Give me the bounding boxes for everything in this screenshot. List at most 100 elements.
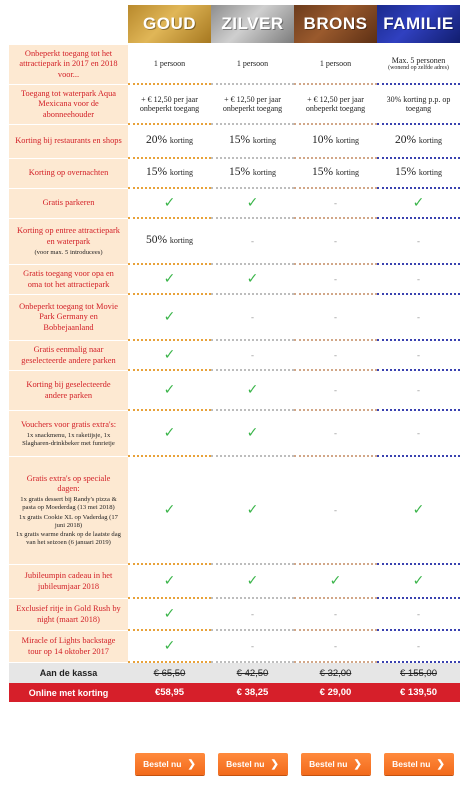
feature-label-text: Korting bij restaurants en shops (15, 136, 122, 146)
feature-label-text: Gratis extra's op speciale dagen: (26, 473, 111, 493)
feature-label-sub: 1x gratis warme drank op de laatste dag … (16, 531, 121, 547)
check-icon: ✓ (163, 194, 176, 211)
discount-suffix: korting (169, 168, 194, 178)
tier-cell: - (294, 631, 377, 663)
tier-cell: 30% korting p.p. op toegang (377, 85, 460, 125)
tier-cell: ✓ (211, 457, 294, 565)
discount-suffix: korting (335, 136, 360, 146)
bestel-nu-button-familie[interactable]: Bestel nu ❯ (383, 753, 454, 775)
tier-cell: 10% korting (294, 125, 377, 159)
dash-icon: - (334, 311, 337, 322)
check-icon: ✓ (163, 637, 176, 654)
feature-label: Korting op overnachten (9, 159, 128, 189)
tier-cell: Max. 5 personen (wonend op zelfde adres) (377, 45, 460, 85)
kassa-price: € 155,00 (377, 663, 460, 683)
dash-icon: - (334, 235, 337, 246)
tier-cell: ✓ (128, 371, 211, 411)
feature-label-text: Onbeperkt toegang tot het attractiepark … (19, 49, 118, 79)
discount-pct: 15% (311, 166, 334, 179)
tier-cell: ✓ (377, 457, 460, 565)
dash-icon: - (417, 384, 420, 395)
check-icon: ✓ (246, 270, 259, 287)
online-price: €58,95 (128, 683, 211, 702)
feature-label: Onbeperkt toegang tot het attractiepark … (9, 45, 128, 85)
feature-label-text: Gratis parkeren (42, 198, 95, 208)
dash-icon: - (334, 384, 337, 395)
bestel-nu-button-brons[interactable]: Bestel nu ❯ (300, 753, 371, 775)
dash-icon: - (334, 349, 337, 360)
feature-label-sub: 1x snackmenu, 1x raketijsje, 1x Slaghare… (22, 431, 115, 447)
chevron-right-icon: ❯ (270, 758, 279, 770)
tier-cell: 1 persoon (294, 45, 377, 85)
tier-cell: - (294, 341, 377, 371)
discount-pct: 20% (394, 134, 417, 147)
check-icon: ✓ (163, 270, 176, 287)
cell-text: + € 12,50 per jaar onbeperkt toegang (139, 94, 200, 113)
tier-cell: ✓ (377, 565, 460, 599)
chevron-right-icon: ❯ (353, 758, 362, 770)
feature-label-text: Korting bij geselecteerde andere parken (26, 380, 111, 400)
dash-icon: - (334, 197, 337, 208)
feature-label-text: Jubileumpin cadeau in het jubileumjaar 2… (24, 571, 113, 591)
discount-value: 15% korting (312, 166, 359, 179)
dash-icon: - (417, 427, 420, 438)
feature-label-text: Miracle of Lights backstage tour op 14 o… (21, 636, 116, 656)
order-buttons-row: Bestel nu ❯ Bestel nu ❯ Bestel nu ❯ Bestel … (128, 753, 460, 775)
discount-value: 20% korting (146, 134, 193, 147)
tier-cell: - (377, 599, 460, 631)
kassa-price: € 65,50 (128, 663, 211, 683)
dash-icon: - (417, 640, 420, 651)
tier-cell: 1 persoon (128, 45, 211, 85)
feature-label-sub: 1x gratis Cookie XL op Vaderdag (17 juni… (19, 513, 118, 529)
comparison-table: GOUD ZILVER BRONS FAMILIE Onbeperkt toeg… (9, 5, 460, 702)
tier-header-familie: FAMILIE (377, 5, 460, 45)
feature-label-text: Toegang tot waterpark Aqua Mexicana voor… (21, 89, 116, 119)
dash-icon: - (417, 273, 420, 284)
bestel-nu-button-goud[interactable]: Bestel nu ❯ (134, 753, 205, 775)
discount-pct: 15% (228, 134, 251, 147)
dash-icon: - (251, 608, 254, 619)
kassa-label: Aan de kassa (9, 663, 128, 683)
tier-cell: - (211, 599, 294, 631)
discount-value: 10% korting (312, 134, 359, 147)
tier-cell: 20% korting (377, 125, 460, 159)
tier-cell: ✓ (128, 341, 211, 371)
feature-label: Gratis parkeren (9, 189, 128, 219)
tier-cell: - (294, 189, 377, 219)
tier-cell: - (294, 265, 377, 295)
discount-pct: 20% (145, 134, 168, 147)
cell-text: + € 12,50 per jaar onbeperkt toegang (305, 94, 366, 113)
dash-icon: - (251, 311, 254, 322)
bestel-nu-button-zilver[interactable]: Bestel nu ❯ (217, 753, 288, 775)
tier-cell: 15% korting (211, 159, 294, 189)
dash-icon: - (334, 273, 337, 284)
online-price: € 38,25 (211, 683, 294, 702)
online-price: € 139,50 (377, 683, 460, 702)
feature-label-text: Onbeperkt toegang tot Movie Park Germany… (19, 302, 118, 332)
discount-suffix: korting (418, 136, 443, 146)
feature-label: Jubileumpin cadeau in het jubileumjaar 2… (9, 565, 128, 599)
cell-text: Max. 5 personen (391, 55, 446, 65)
dash-icon: - (334, 640, 337, 651)
discount-suffix: korting (252, 168, 277, 178)
tier-cell: - (294, 599, 377, 631)
header-spacer (9, 5, 128, 45)
feature-label-text: Gratis toegang voor opa en oma tot het a… (23, 269, 114, 289)
feature-label: Korting op entree attractiepark en water… (9, 219, 128, 265)
cell-text: 1 persoon (236, 59, 269, 69)
tier-cell: 15% korting (377, 159, 460, 189)
dash-icon: - (334, 608, 337, 619)
feature-label-text: Exclusief ritje in Gold Rush by night (m… (16, 604, 121, 624)
tier-header-goud: GOUD (128, 5, 211, 45)
chevron-right-icon: ❯ (187, 758, 196, 770)
tier-cell: - (377, 295, 460, 341)
tier-cell: - (294, 371, 377, 411)
dash-icon: - (251, 349, 254, 360)
dash-icon: - (417, 349, 420, 360)
tier-cell: - (211, 295, 294, 341)
tier-cell: ✓ (211, 189, 294, 219)
dash-icon: - (417, 608, 420, 619)
tier-cell: ✓ (128, 189, 211, 219)
tier-cell: - (294, 411, 377, 457)
check-icon: ✓ (163, 346, 176, 363)
